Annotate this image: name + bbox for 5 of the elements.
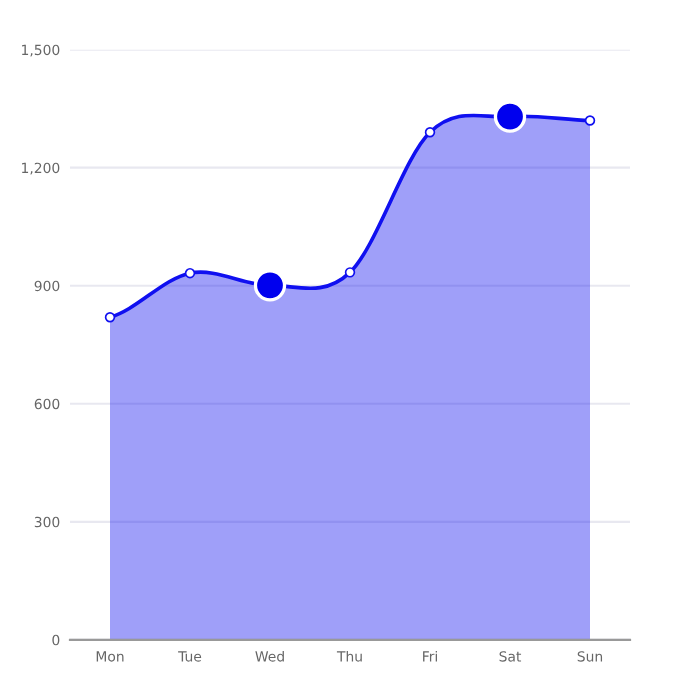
point: [584, 115, 596, 126]
point: [104, 311, 116, 323]
point: [424, 127, 436, 138]
point: [184, 267, 196, 279]
point: [344, 267, 356, 278]
